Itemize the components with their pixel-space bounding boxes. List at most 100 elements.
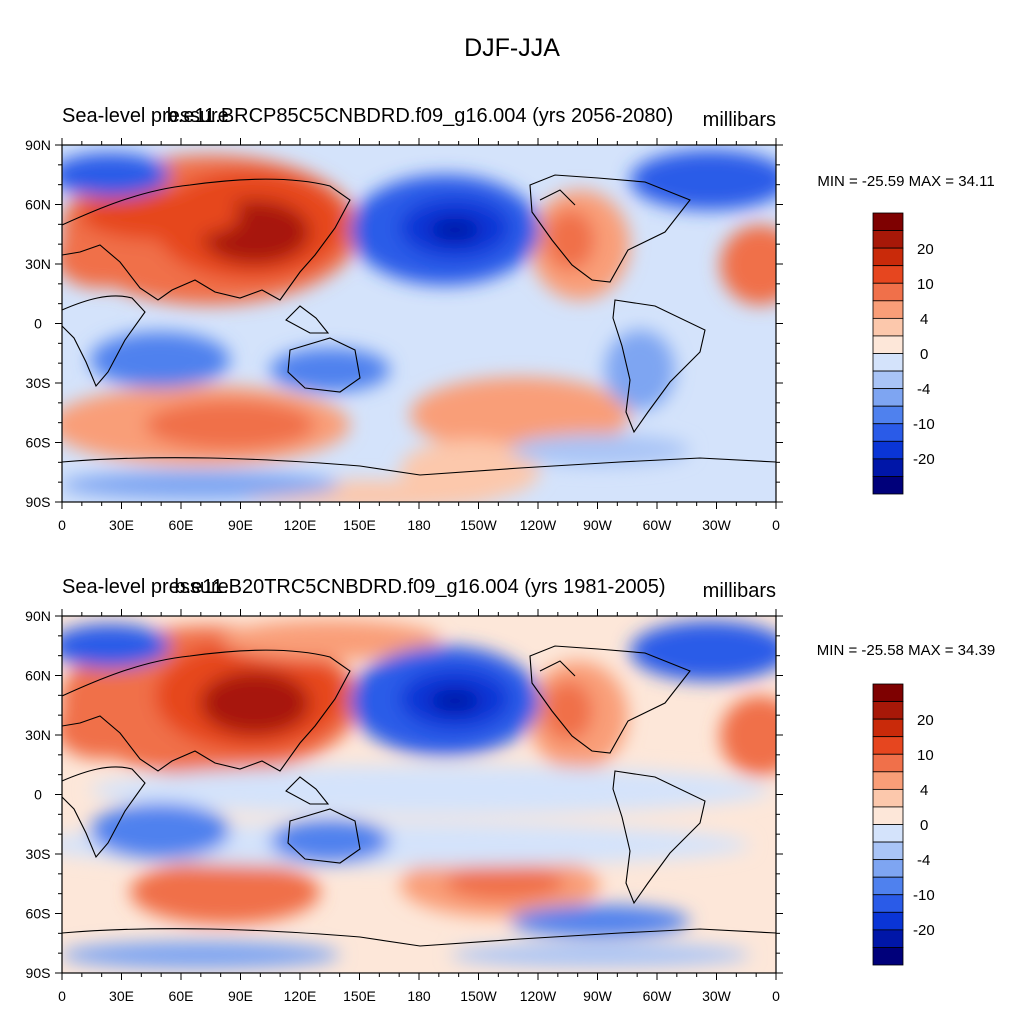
colorbar-cell bbox=[872, 736, 904, 755]
y-tick-label: 90S bbox=[26, 965, 51, 981]
x-tick-label: 60E bbox=[169, 988, 194, 1004]
colorbar-cell bbox=[872, 806, 904, 825]
x-tick-label: 150E bbox=[343, 517, 376, 533]
panel-2: Sea-level pressure b.e11.B20TRC5CNBDRD.f… bbox=[25, 576, 995, 1004]
colorbar-cell bbox=[872, 265, 904, 284]
x-tick-label: 120W bbox=[520, 517, 557, 533]
y-tick-label: 30N bbox=[25, 256, 51, 272]
y-tick-label: 60S bbox=[26, 435, 51, 451]
x-tick-label: 150W bbox=[460, 988, 497, 1004]
panel-1-map-field bbox=[62, 145, 776, 502]
x-tick-label: 0 bbox=[58, 988, 66, 1004]
panel-1-colorbar-label: -4 bbox=[917, 381, 930, 398]
panel-2-colorbar-label: -20 bbox=[913, 922, 935, 939]
x-tick-label: 0 bbox=[772, 517, 780, 533]
panel-1-colorbar-label: -10 bbox=[913, 416, 935, 433]
y-tick-label: 60S bbox=[26, 906, 51, 922]
colorbar-cell bbox=[872, 405, 904, 425]
x-tick-label: 60W bbox=[643, 988, 673, 1004]
panel-1-colorbar-label: -20 bbox=[913, 451, 935, 468]
panel-2-colorbar-label: -10 bbox=[913, 887, 935, 904]
panel-1-case-title: b.e11.BRCP85C5CNBDRD.f09_g16.004 (yrs 20… bbox=[167, 105, 674, 127]
y-tick-label: 0 bbox=[34, 787, 42, 803]
panel-1-colorbar-label: 10 bbox=[917, 276, 934, 293]
colorbar-cell bbox=[872, 683, 904, 702]
x-tick-label: 90E bbox=[228, 988, 253, 1004]
y-tick-label: 30S bbox=[26, 846, 51, 862]
panel-1-min-max-label: MIN = -25.59 MAX = 34.11 bbox=[817, 173, 994, 190]
colorbar-cell bbox=[872, 824, 904, 843]
x-tick-label: 180 bbox=[407, 988, 431, 1004]
panel-2-min-max-label: MIN = -25.58 MAX = 34.39 bbox=[817, 642, 995, 659]
colorbar-cell bbox=[872, 876, 904, 896]
panel-1-units-label: millibars bbox=[703, 109, 776, 131]
colorbar-cell bbox=[872, 718, 904, 738]
colorbar-cell bbox=[872, 440, 904, 460]
figure-title: DJF-JJA bbox=[464, 34, 560, 62]
colorbar-cell bbox=[872, 247, 904, 267]
y-tick-label: 30S bbox=[26, 375, 51, 391]
panel-1-colorbar-label: 4 bbox=[920, 311, 928, 328]
x-tick-label: 30E bbox=[109, 517, 134, 533]
colorbar-cell bbox=[872, 771, 904, 790]
panel-2-coastlines bbox=[62, 645, 776, 947]
panel-1-colorbar: MIN = -25.59 MAX = 34.11 20 10 4 0 -4 -1… bbox=[817, 173, 995, 495]
panel-2-case-title: b.e11.B20TRC5CNBDRD.f09_g16.004 (yrs 198… bbox=[174, 576, 665, 598]
y-tick-label: 60N bbox=[25, 197, 51, 213]
panel-1-colorbar-label: 20 bbox=[917, 241, 934, 258]
y-tick-label: 0 bbox=[34, 316, 42, 332]
colorbar-cell bbox=[872, 212, 904, 231]
y-tick-label: 30N bbox=[25, 727, 51, 743]
panel-1-colorbar-label: 0 bbox=[920, 346, 928, 363]
panel-2-units-label: millibars bbox=[703, 580, 776, 602]
colorbar-cell bbox=[872, 701, 904, 720]
panel-1-coastlines bbox=[62, 174, 776, 476]
colorbar-cell bbox=[872, 300, 904, 319]
panel-2-colorbar-label: -4 bbox=[917, 852, 930, 869]
colorbar-cell bbox=[872, 230, 904, 249]
panel-1-colorbar-cells bbox=[872, 212, 904, 495]
x-tick-label: 60E bbox=[169, 517, 194, 533]
colorbar-cell bbox=[872, 423, 904, 442]
panel-2-colorbar-label: 0 bbox=[920, 817, 928, 834]
panel-2-map-field bbox=[62, 616, 776, 973]
colorbar-cell bbox=[872, 335, 904, 354]
y-tick-label: 60N bbox=[25, 668, 51, 684]
colorbar-cell bbox=[872, 353, 904, 372]
colorbar-cell bbox=[872, 370, 904, 390]
x-tick-label: 150W bbox=[460, 517, 497, 533]
colorbar-cell bbox=[872, 388, 904, 407]
y-tick-label: 90N bbox=[25, 608, 51, 624]
x-tick-label: 30W bbox=[702, 517, 732, 533]
panel-2-colorbar-label: 20 bbox=[917, 712, 934, 729]
panel-2-colorbar-label: 4 bbox=[920, 782, 928, 799]
colorbar-cell bbox=[872, 788, 904, 808]
x-tick-label: 90E bbox=[228, 517, 253, 533]
x-tick-label: 120E bbox=[284, 517, 317, 533]
panel-2-variable-label: Sea-level pressure bbox=[62, 576, 229, 598]
colorbar-cell bbox=[872, 753, 904, 773]
x-tick-label: 150E bbox=[343, 988, 376, 1004]
panel-1-axis-ticks: 0 30E 60E 90E 120E 150E 180 150W 120W 90W 60W 30W 09… bbox=[25, 137, 783, 533]
x-tick-label: 120W bbox=[520, 988, 557, 1004]
colorbar-cell bbox=[872, 841, 904, 861]
colorbar-cell bbox=[872, 859, 904, 878]
colorbar-cell bbox=[872, 911, 904, 931]
colorbar-cell bbox=[872, 947, 904, 966]
panel-2-colorbar: MIN = -25.58 MAX = 34.39 20 10 4 0 -4 -1… bbox=[817, 642, 995, 966]
panel-1-variable-label: Sea-level pressure bbox=[62, 105, 229, 127]
panel-2-axis-ticks: 0 30E 60E 90E 120E 150E 180 150W 120W 90W 60W 30W 09… bbox=[25, 608, 783, 1004]
panel-2-colorbar-label: 10 bbox=[917, 747, 934, 764]
x-tick-label: 0 bbox=[58, 517, 66, 533]
colorbar-cell bbox=[872, 929, 904, 948]
panel-1: Sea-level pressure b.e11.BRCP85C5CNBDRD.… bbox=[25, 105, 995, 533]
x-tick-label: 120E bbox=[284, 988, 317, 1004]
x-tick-label: 90W bbox=[583, 517, 613, 533]
x-tick-label: 0 bbox=[772, 988, 780, 1004]
colorbar-cell bbox=[872, 282, 904, 302]
x-tick-label: 30E bbox=[109, 988, 134, 1004]
x-tick-label: 180 bbox=[407, 517, 431, 533]
colorbar-cell bbox=[872, 476, 904, 495]
x-tick-label: 30W bbox=[702, 988, 732, 1004]
